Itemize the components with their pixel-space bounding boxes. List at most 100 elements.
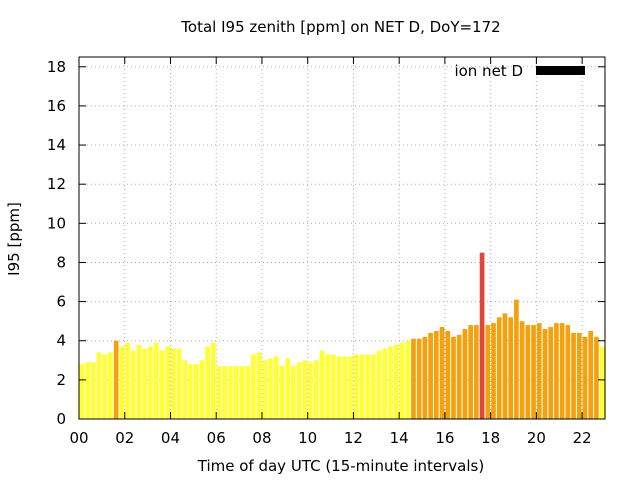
bar [199,360,205,419]
x-tick-label: 04 [161,429,180,447]
x-tick-label: 02 [115,429,134,447]
bar [428,332,433,419]
y-tick-label: 14 [47,136,66,154]
bar [182,360,188,419]
bar [251,354,256,419]
bar [302,360,308,419]
y-tick-label: 10 [47,214,66,232]
bar [96,352,102,419]
bar [205,346,210,419]
bar [142,348,148,419]
bar [113,340,119,419]
plot-frame [78,56,606,420]
y-tick-label: 6 [56,293,66,311]
bar [279,366,285,419]
bar [130,350,136,419]
bar [365,354,371,419]
bar [393,344,399,419]
bar [273,356,279,419]
bar [119,346,125,419]
bar [588,330,594,419]
bar [474,325,479,419]
bar [559,323,565,419]
bar [548,327,554,419]
x-tick-label: 16 [435,429,454,447]
y-tick-label: 0 [56,410,66,428]
y-axis-label: I95 [ppm] [5,202,23,276]
bar [262,360,268,419]
legend-label: ion net D [454,62,523,80]
bar [331,354,336,419]
x-tick-label: 22 [573,429,592,447]
bar [462,328,468,419]
bar [165,346,170,419]
bar [525,325,531,419]
legend-swatch [536,66,585,75]
bar [233,366,239,419]
bar [291,366,296,419]
bar [148,346,153,419]
bars [79,252,605,419]
bar [313,360,319,419]
bar [188,364,193,419]
bar [399,342,405,419]
bar [125,342,130,419]
bar [159,350,165,419]
y-tick-label: 2 [56,371,66,389]
bar [565,325,571,419]
bar [296,362,302,419]
bar [554,323,559,419]
bar [348,356,353,419]
y-tick-label: 16 [47,97,66,115]
bar [222,366,228,419]
bar [325,354,331,419]
x-tick-label: 18 [481,429,500,447]
bar [405,340,411,419]
bar [336,356,342,419]
bar [594,336,599,419]
x-tick-label: 06 [207,429,226,447]
bar [382,348,388,419]
bar [411,338,416,419]
bar [416,338,422,419]
bar [508,317,514,419]
bar [496,317,502,419]
bar [479,252,485,419]
bar [519,321,525,419]
bar [216,366,222,419]
y-tick-label: 18 [47,58,66,76]
chart-title: Total I95 zenith [ppm] on NET D, DoY=172 [180,18,500,36]
bar [439,327,445,419]
bar [176,348,182,419]
x-tick-label: 00 [69,429,88,447]
bar [285,358,291,419]
bar [211,342,216,419]
bar [319,350,325,419]
bar [256,352,262,419]
bar [388,346,393,419]
bar [468,325,473,419]
bar [228,366,233,419]
bar [536,323,542,419]
y-tick-label: 8 [56,253,66,271]
bar [485,325,491,419]
bar [502,313,508,419]
bar [79,364,85,419]
bar [422,336,428,419]
bar [85,362,90,419]
bar [531,325,536,419]
y-tick-labels: 0 2 4 6 8 10 12 14 16 18 [47,58,66,428]
bar [102,354,108,419]
bar [90,362,96,419]
bar [308,362,313,419]
x-tick-label: 20 [527,429,546,447]
bar [514,299,519,419]
bar [170,348,176,419]
x-tick-label: 14 [390,429,409,447]
bar [245,366,251,419]
x-tick-label: 08 [252,429,271,447]
bar [108,352,113,419]
bar [376,350,382,419]
x-tick-label: 10 [298,429,317,447]
